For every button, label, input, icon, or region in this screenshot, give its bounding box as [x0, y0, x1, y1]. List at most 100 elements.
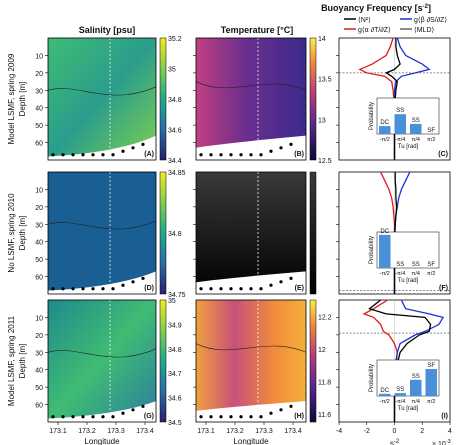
- inset-xtick: π/2: [427, 137, 435, 143]
- temperature-colorbar: [309, 299, 317, 423]
- salinity-colorbar-tick: 35.2: [168, 36, 182, 43]
- bathymetry-mask: [48, 135, 156, 160]
- sample-dot: [121, 411, 125, 415]
- sample-dot: [121, 283, 125, 287]
- panel-letter: (D): [144, 285, 154, 292]
- longitude-tick-label: 173.1: [197, 428, 215, 435]
- depth-tick-label: 10: [35, 187, 43, 194]
- sample-dot: [259, 415, 263, 419]
- sample-dot: [131, 146, 135, 150]
- depth-tick-label: 50: [35, 385, 43, 392]
- sample-dot: [199, 287, 203, 291]
- sample-dot: [259, 153, 263, 157]
- sample-dot: [239, 287, 243, 291]
- sample-dot: [279, 408, 283, 412]
- salinity-colorbar: [159, 37, 167, 161]
- inset-bar-label: DC: [380, 388, 389, 394]
- inset-bar-label: SF: [427, 262, 435, 268]
- sample-dot: [279, 280, 283, 284]
- bathymetry-mask: [173, 401, 306, 422]
- salinity-colorbar-tick: 34.9: [168, 322, 182, 329]
- depth-tick-label: 50: [35, 257, 43, 264]
- legend-label: ⟨N²⟩: [358, 16, 371, 24]
- buoyancy-tick-label: 2: [420, 428, 424, 435]
- depth-axis-label: Depth [m]: [18, 216, 27, 251]
- unit-sup: -2: [394, 439, 400, 445]
- salinity-colorbar-tick: 34.5: [168, 420, 182, 427]
- longitude-axis-label: Longitude: [233, 437, 269, 445]
- inset-bar: [379, 234, 391, 268]
- temperature-contour: [195, 215, 307, 225]
- buoyancy-tick-label: -2: [364, 428, 370, 435]
- buoyancy-scale-label: × 10-3: [432, 439, 451, 445]
- sample-dot: [289, 276, 293, 280]
- sample-dot: [249, 415, 253, 419]
- sample-dot: [91, 287, 95, 291]
- inset-bar: [394, 114, 406, 134]
- inset-bar-label: SF: [427, 363, 435, 369]
- bathymetry-mask: [48, 271, 156, 294]
- depth-tick-label: 60: [35, 275, 43, 282]
- salinity-axes-frame: [47, 299, 157, 423]
- sample-dot: [111, 415, 115, 419]
- depth-axis-label: Depth [m]: [18, 82, 27, 117]
- sample-dot: [209, 287, 213, 291]
- longitude-tick-label: 173.2: [78, 428, 96, 435]
- inset-xtick: -π/2: [380, 271, 390, 277]
- buoyancy-unit-label: s-2: [390, 439, 400, 445]
- panel-row-1: Model LSMF, spring 2009 Depth [m] 10 20 30 40…: [7, 36, 451, 165]
- panel-letter: (C): [438, 151, 448, 158]
- depth-tick-label: 10: [35, 53, 43, 60]
- panel-letter: (E): [295, 285, 304, 292]
- longitude-tick-label: 173.3: [107, 428, 125, 435]
- inset-bar-label: SS: [412, 374, 420, 380]
- temperature-colorbar-tick: 12: [318, 347, 326, 354]
- depth-tick-label: 20: [35, 205, 43, 212]
- sample-dot: [219, 415, 223, 419]
- inset-xtick: π/4: [412, 399, 420, 405]
- row-label: Model LSMF, spring 2011: [7, 315, 16, 406]
- inset-bar: [379, 393, 391, 396]
- sample-dot: [91, 153, 95, 157]
- inset-bar-label: SS: [396, 387, 404, 393]
- inset-bar-label: DC: [380, 120, 389, 126]
- depth-tick-label: 40: [35, 368, 43, 375]
- salinity-field: [48, 38, 156, 160]
- temperature-axes-frame: [195, 37, 307, 161]
- salinity-colorbar: [159, 171, 167, 295]
- temperature-colorbar-tick: 13: [318, 117, 326, 124]
- salinity-colorbar-tick: 34.85: [168, 170, 186, 177]
- inset-bar-label: SS: [396, 108, 404, 114]
- sample-dot: [249, 153, 253, 157]
- sample-dot: [71, 287, 75, 291]
- sample-dot: [141, 404, 145, 408]
- buoyancy-title: Buoyancy Frequency [s-2]: [321, 3, 431, 13]
- sample-dot: [209, 415, 213, 419]
- longitude-tick-label: 173.2: [226, 428, 244, 435]
- longitude-tick-label: 173.4: [284, 428, 302, 435]
- salinity-contour: [47, 348, 157, 358]
- legend-label: g⟨α ∂T/∂Z⟩: [358, 26, 391, 34]
- longitude-tick-label: 173.1: [49, 428, 67, 435]
- sample-dot: [209, 153, 213, 157]
- sample-dot: [131, 280, 135, 284]
- inset-xtick: π/2: [427, 271, 435, 277]
- bathymetry-mask: [48, 401, 156, 422]
- sample-dot: [259, 287, 263, 291]
- sample-dot: [51, 153, 55, 157]
- depth-tick-label: 10: [35, 315, 43, 322]
- sample-dot: [269, 283, 273, 287]
- bathymetry-mask: [173, 271, 306, 294]
- row-label: Model LSMF, spring 2009: [7, 53, 16, 144]
- sample-dot: [249, 287, 253, 291]
- salinity-axes-frame: [47, 171, 157, 295]
- inset-ylabel: Probability: [369, 236, 375, 264]
- panel-row-2: No LSMF, spring 2010 Depth [m] 10 20 30 40 50 6…: [7, 170, 451, 299]
- sample-dot: [229, 415, 233, 419]
- temperature-title: Temperature [°C]: [221, 25, 293, 35]
- salinity-colorbar-tick: 34.6: [168, 396, 182, 403]
- temperature-field: [196, 300, 306, 422]
- buoyancy-tick-label: 4: [448, 428, 452, 435]
- sample-dot: [51, 287, 55, 291]
